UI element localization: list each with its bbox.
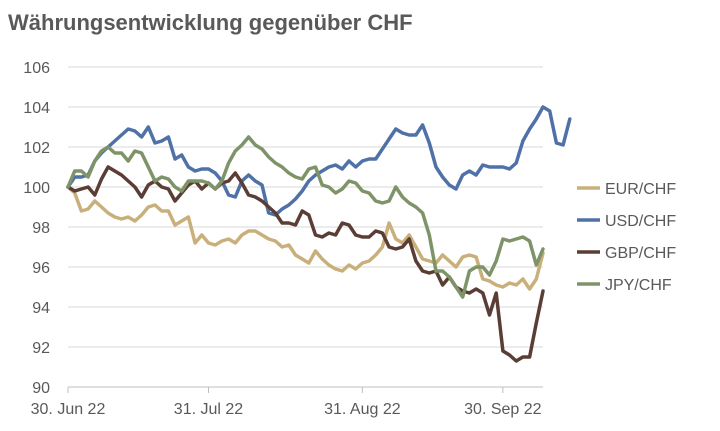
series-line-eur-chf — [66, 185, 545, 291]
y-tick-label: 100 — [23, 180, 50, 197]
x-tick-label: 31. Jul 22 — [174, 401, 243, 418]
series-line-gbp-chf — [66, 165, 545, 363]
series-lines — [66, 105, 572, 363]
y-tick-label: 106 — [23, 60, 50, 77]
series-line-jpy-chf — [66, 135, 545, 299]
y-tick-label: 104 — [23, 100, 50, 117]
x-tick-label: 30. Sep 22 — [464, 401, 542, 418]
legend-label: EUR/CHF — [605, 181, 676, 198]
legend: EUR/CHF USD/CHF GBP/CHF JPY/CHF — [577, 181, 676, 294]
y-tick-label: 98 — [32, 220, 50, 237]
y-tick-label: 102 — [23, 140, 50, 157]
y-tick-label: 94 — [32, 300, 50, 317]
series-line-usd-chf — [66, 105, 572, 217]
gridlines — [68, 66, 543, 348]
y-axis-ticks: 90 92 94 96 98 100 102 104 106 — [23, 60, 50, 397]
x-tick-label: 31. Aug 22 — [324, 401, 401, 418]
y-tick-label: 96 — [32, 260, 50, 277]
legend-label: USD/CHF — [605, 213, 676, 230]
y-tick-label: 90 — [32, 380, 50, 397]
legend-label: GBP/CHF — [605, 245, 676, 262]
y-tick-label: 92 — [32, 340, 50, 357]
x-tick-label: 30. Jun 22 — [31, 401, 106, 418]
chart-title: Währungsentwicklung gegenüber CHF — [8, 10, 413, 35]
legend-label: JPY/CHF — [605, 277, 672, 294]
x-axis: 30. Jun 22 31. Jul 22 31. Aug 22 30. Sep 22 — [31, 386, 543, 418]
